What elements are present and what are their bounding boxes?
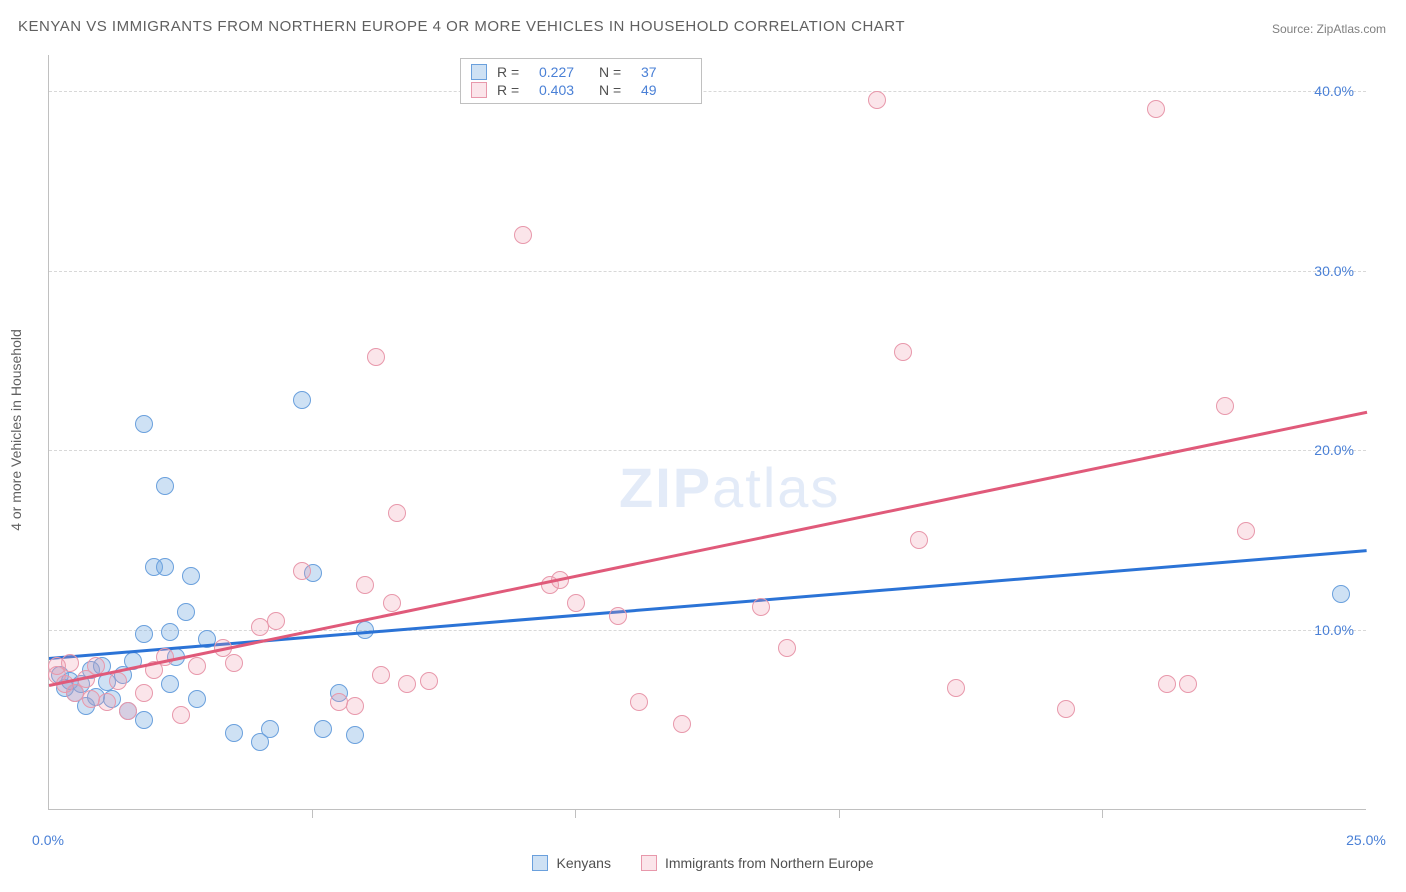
scatter-point (567, 594, 585, 612)
x-tick-label: 25.0% (1346, 832, 1386, 848)
scatter-point (752, 598, 770, 616)
stat-legend: R =0.227N =37R =0.403N =49 (460, 58, 702, 104)
scatter-point (61, 654, 79, 672)
chart-container: KENYAN VS IMMIGRANTS FROM NORTHERN EUROP… (0, 0, 1406, 892)
scatter-point (293, 391, 311, 409)
scatter-point (225, 654, 243, 672)
scatter-point (868, 91, 886, 109)
scatter-point (1237, 522, 1255, 540)
legend-swatch (641, 855, 657, 871)
scatter-point (947, 679, 965, 697)
x-tick-mark (1102, 810, 1103, 818)
scatter-point (161, 623, 179, 641)
scatter-point (156, 558, 174, 576)
scatter-point (135, 684, 153, 702)
legend-swatch (532, 855, 548, 871)
x-tick-label: 0.0% (32, 832, 64, 848)
gridline (49, 271, 1366, 272)
scatter-point (261, 720, 279, 738)
gridline (49, 630, 1366, 631)
scatter-point (156, 477, 174, 495)
scatter-point (314, 720, 332, 738)
scatter-point (1332, 585, 1350, 603)
scatter-point (356, 576, 374, 594)
scatter-point (398, 675, 416, 693)
scatter-point (346, 697, 364, 715)
scatter-point (630, 693, 648, 711)
scatter-point (182, 567, 200, 585)
scatter-point (420, 672, 438, 690)
scatter-point (673, 715, 691, 733)
scatter-point (514, 226, 532, 244)
plot-area: ZIPatlas 10.0% 20.0% 30.0% 40.0% (48, 55, 1366, 810)
y-tick-label: 40.0% (1314, 83, 1354, 99)
scatter-point (172, 706, 190, 724)
scatter-point (910, 531, 928, 549)
scatter-point (177, 603, 195, 621)
gridline (49, 91, 1366, 92)
scatter-point (1147, 100, 1165, 118)
x-tick-mark (312, 810, 313, 818)
chart-title: KENYAN VS IMMIGRANTS FROM NORTHERN EUROP… (18, 18, 905, 35)
legend-swatch (471, 64, 487, 80)
scatter-point (98, 693, 116, 711)
legend-item: Immigrants from Northern Europe (641, 855, 874, 871)
x-tick-mark (575, 810, 576, 818)
scatter-point (267, 612, 285, 630)
scatter-point (135, 711, 153, 729)
y-tick-label: 30.0% (1314, 263, 1354, 279)
legend-label: Kenyans (556, 855, 610, 871)
scatter-point (778, 639, 796, 657)
scatter-point (1216, 397, 1234, 415)
scatter-point (346, 726, 364, 744)
scatter-point (367, 348, 385, 366)
scatter-point (388, 504, 406, 522)
scatter-point (894, 343, 912, 361)
source-label: Source: ZipAtlas.com (1272, 22, 1386, 36)
scatter-point (1057, 700, 1075, 718)
scatter-point (188, 657, 206, 675)
scatter-point (383, 594, 401, 612)
stat-legend-row: R =0.403N =49 (471, 81, 691, 99)
watermark: ZIPatlas (619, 455, 840, 520)
scatter-point (225, 724, 243, 742)
scatter-point (293, 562, 311, 580)
scatter-point (135, 415, 153, 433)
scatter-point (161, 675, 179, 693)
scatter-point (109, 672, 127, 690)
x-tick-mark (839, 810, 840, 818)
scatter-point (1158, 675, 1176, 693)
scatter-point (1179, 675, 1197, 693)
legend-swatch (471, 82, 487, 98)
trend-line (49, 411, 1367, 687)
legend-label: Immigrants from Northern Europe (665, 855, 874, 871)
y-tick-label: 20.0% (1314, 442, 1354, 458)
stat-legend-row: R =0.227N =37 (471, 63, 691, 81)
legend-item: Kenyans (532, 855, 610, 871)
scatter-point (609, 607, 627, 625)
bottom-legend: Kenyans Immigrants from Northern Europe (0, 855, 1406, 871)
scatter-point (119, 702, 137, 720)
scatter-point (372, 666, 390, 684)
scatter-point (135, 625, 153, 643)
scatter-point (188, 690, 206, 708)
y-tick-label: 10.0% (1314, 622, 1354, 638)
y-axis-label: 4 or more Vehicles in Household (8, 329, 24, 531)
